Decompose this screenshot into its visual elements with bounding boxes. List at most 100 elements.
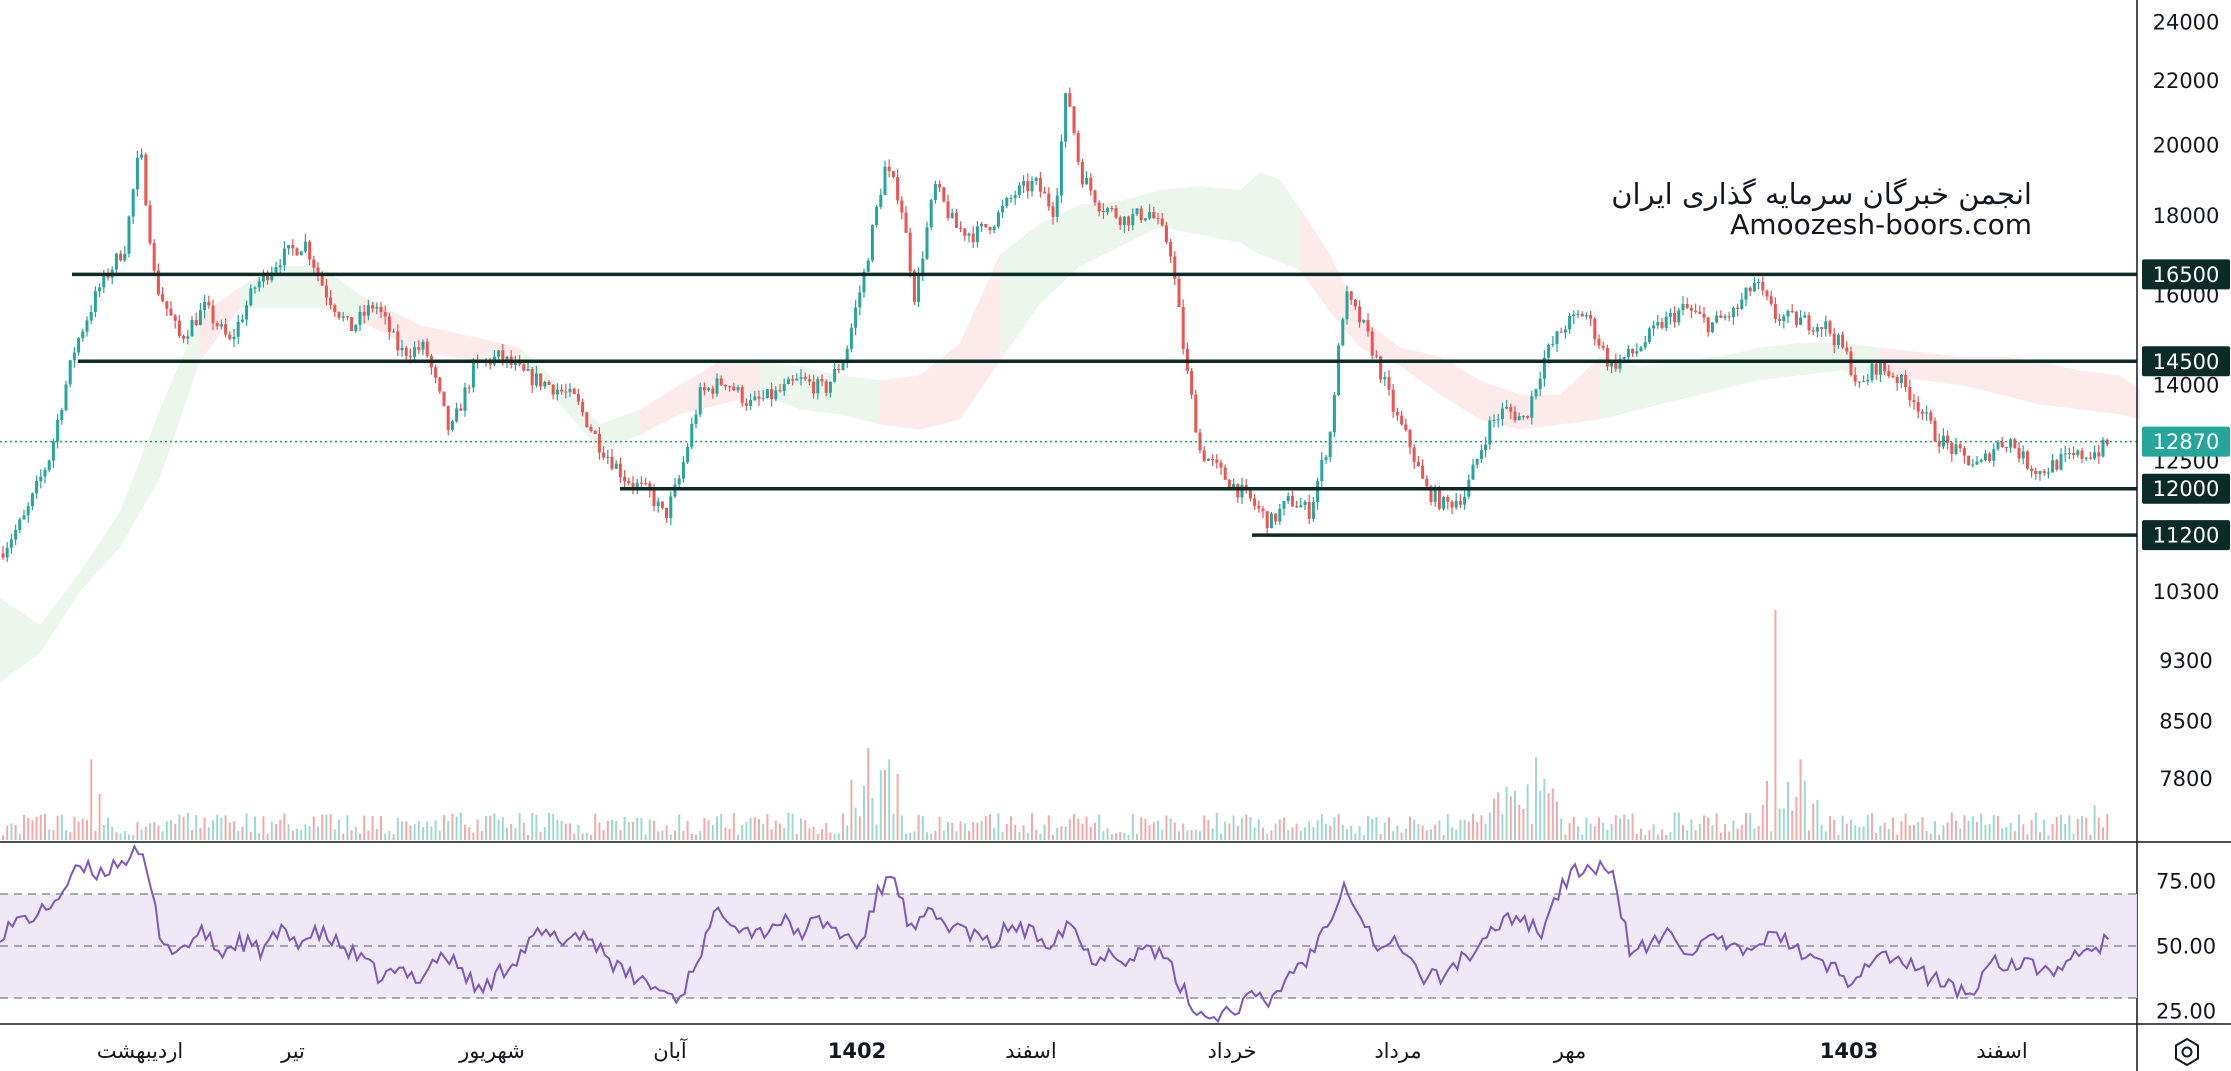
- volume-bar: [1736, 828, 1739, 840]
- candlesticks[interactable]: [1, 87, 2109, 562]
- volume-bar: [1119, 832, 1122, 840]
- candle-body: [1706, 317, 1710, 333]
- candle-body: [266, 272, 270, 281]
- volume-bar: [1144, 818, 1147, 840]
- volume-bar: [2005, 827, 2008, 840]
- cloud-segment: [200, 286, 240, 362]
- candle-body: [1828, 321, 1832, 334]
- settings-icon[interactable]: [2175, 1037, 2199, 1067]
- volume-bar: [1068, 819, 1071, 840]
- candle-body: [1265, 511, 1269, 529]
- volume-bar: [1971, 816, 1974, 840]
- candle-body: [43, 469, 47, 477]
- candle-body: [1013, 195, 1017, 198]
- candle-body: [660, 501, 664, 508]
- candle-body: [425, 341, 429, 356]
- candle-body: [2097, 452, 2101, 457]
- cloud-segment: [1720, 347, 1760, 390]
- candle-body: [1715, 315, 1719, 323]
- volume-bar: [1862, 826, 1865, 840]
- time-axis[interactable]: اردیبهشت تیر شهریور آبان 1402 اسفند خرداد مرداد…: [97, 1038, 2028, 1063]
- volume-bar: [39, 815, 42, 840]
- cloud-segment: [1000, 223, 1040, 362]
- volume-bar: [846, 825, 849, 840]
- candle-body: [51, 441, 55, 461]
- volume-bar: [1904, 813, 1907, 840]
- candle-body: [253, 287, 257, 289]
- price-axis[interactable]: 2400022000200001800016000140001250010300…: [2153, 11, 2220, 792]
- volume-bar: [1417, 823, 1420, 840]
- cloud-segment: [2080, 370, 2120, 415]
- volume-bar: [1631, 813, 1634, 840]
- volume-bar: [342, 833, 345, 840]
- volume-bar: [1299, 830, 1302, 840]
- cloud-segment: [1240, 172, 1260, 255]
- candle-body: [1593, 318, 1597, 339]
- price-tick-label: 18000: [2153, 204, 2220, 228]
- cloud-segment: [2000, 356, 2040, 405]
- volume-bar: [1173, 822, 1176, 840]
- volume-bar: [1841, 815, 1844, 840]
- volume-bar: [552, 813, 555, 840]
- volume-bar: [2051, 824, 2054, 840]
- volume-bar: [1606, 829, 1609, 840]
- volume-bar: [472, 832, 475, 840]
- candle-body: [303, 241, 307, 252]
- volume-bar: [1656, 834, 1659, 840]
- candle-body: [614, 463, 618, 469]
- candle-body: [1479, 450, 1483, 459]
- candle-body: [1391, 389, 1395, 412]
- candle-body: [1685, 303, 1689, 308]
- volume-bar: [1165, 815, 1168, 840]
- candle-body: [866, 260, 870, 272]
- volume-bar: [2081, 815, 2083, 840]
- volume-bar: [480, 831, 483, 840]
- volume-bar: [111, 826, 114, 840]
- candle-body: [1412, 447, 1416, 462]
- volume-bar: [1749, 813, 1752, 840]
- candle-body: [2055, 460, 2059, 470]
- volume-bar: [186, 812, 189, 840]
- candle-body: [1215, 459, 1219, 463]
- volume-bar: [1652, 824, 1655, 840]
- support-resistance-lines[interactable]: [72, 272, 2137, 537]
- volume-bar: [48, 829, 51, 840]
- volume-bar: [1404, 828, 1407, 840]
- candle-body: [1727, 316, 1731, 318]
- candle-body: [824, 381, 828, 393]
- watermark-persian: انجمن خبرگان سرمایه گذاری ایران: [1611, 177, 2032, 211]
- candle-body: [1841, 334, 1845, 348]
- cloud-segment: [960, 254, 1000, 420]
- volume-bar: [90, 759, 93, 840]
- volume-bar: [938, 817, 941, 840]
- volume-bar: [266, 833, 269, 840]
- volume-bar: [791, 813, 794, 840]
- candle-body: [119, 253, 123, 261]
- volume-bar: [1236, 826, 1239, 840]
- volume-bar: [1913, 824, 1915, 840]
- volume-bar: [1917, 822, 1920, 840]
- candle-body: [1899, 374, 1903, 384]
- volume-bar: [1669, 832, 1672, 840]
- candle-body: [833, 368, 837, 382]
- candle-body: [606, 456, 610, 458]
- candle-body: [1072, 106, 1076, 133]
- volume-bar: [426, 821, 429, 840]
- volume-bar: [1711, 825, 1714, 840]
- candle-body: [1589, 315, 1593, 319]
- volume-bar: [2043, 819, 2046, 840]
- candle-body: [1055, 195, 1059, 217]
- volume-bar: [1031, 813, 1033, 840]
- volume-bar: [2022, 824, 2025, 840]
- volume-bar: [1018, 832, 1021, 840]
- volume-bar: [2060, 814, 2062, 840]
- candle-body: [1731, 307, 1735, 318]
- candle-body: [1164, 225, 1168, 242]
- rsi-line[interactable]: [0, 844, 2110, 1024]
- candle-body: [2063, 453, 2067, 455]
- volume-bar: [396, 818, 399, 840]
- volume-bar: [115, 832, 118, 840]
- candle-body: [715, 378, 719, 394]
- volume-bar: [1337, 813, 1340, 840]
